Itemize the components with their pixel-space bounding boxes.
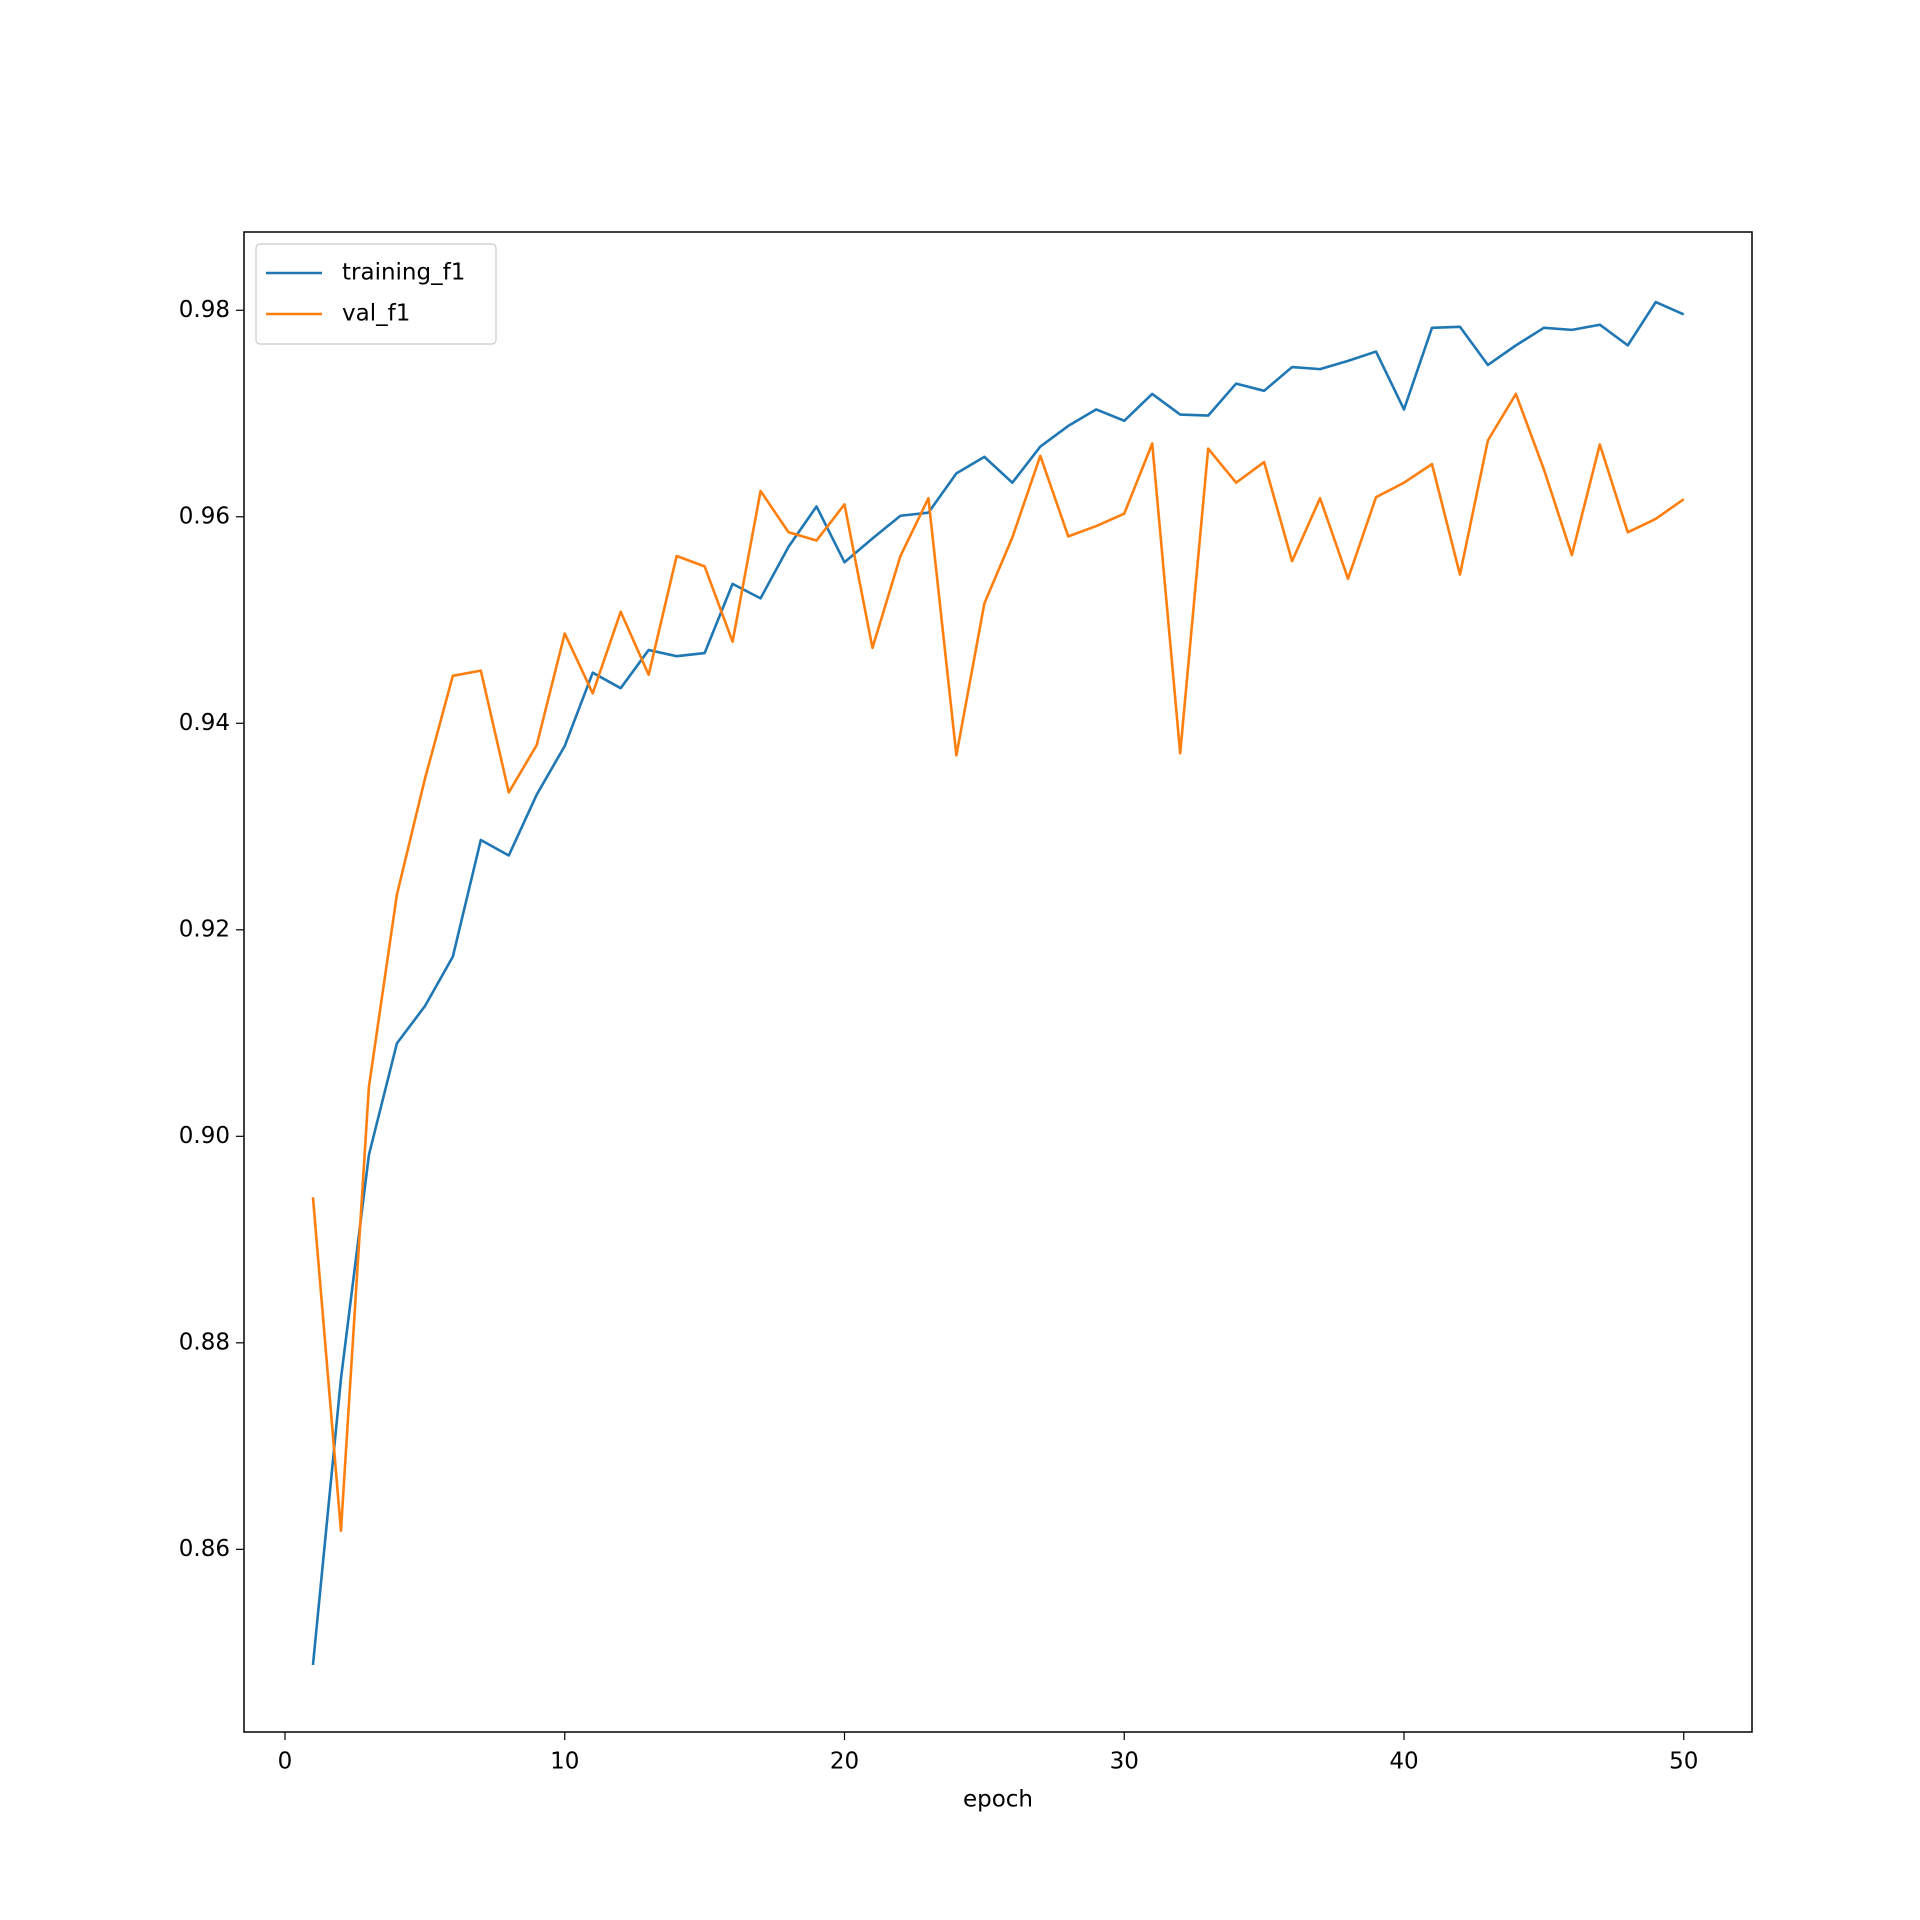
axes-frame: [243, 231, 1753, 1733]
legend-box: [255, 243, 497, 345]
y-tick-label: 0.88: [179, 1329, 230, 1355]
x-tick-label: 50: [1669, 1749, 1698, 1775]
y-tick-label: 0.96: [179, 503, 230, 529]
legend-label: training_f1: [342, 260, 465, 286]
y-tick-label: 0.90: [179, 1123, 230, 1149]
x-tick-label: 0: [278, 1749, 293, 1775]
legend-label: val_f1: [342, 301, 410, 327]
x-tick-label: 30: [1110, 1749, 1139, 1775]
x-tick-label: 10: [550, 1749, 579, 1775]
y-tick-label: 0.92: [179, 916, 230, 942]
x-tick-label: 40: [1389, 1749, 1418, 1775]
x-tick-label: 20: [830, 1749, 859, 1775]
x-axis-label: epoch: [963, 1787, 1033, 1813]
y-tick-label: 0.98: [179, 297, 230, 323]
data-line: [311, 392, 1685, 1533]
data-line: [311, 300, 1685, 1666]
y-tick-label: 0.86: [179, 1536, 230, 1562]
y-tick-label: 0.94: [179, 710, 230, 736]
